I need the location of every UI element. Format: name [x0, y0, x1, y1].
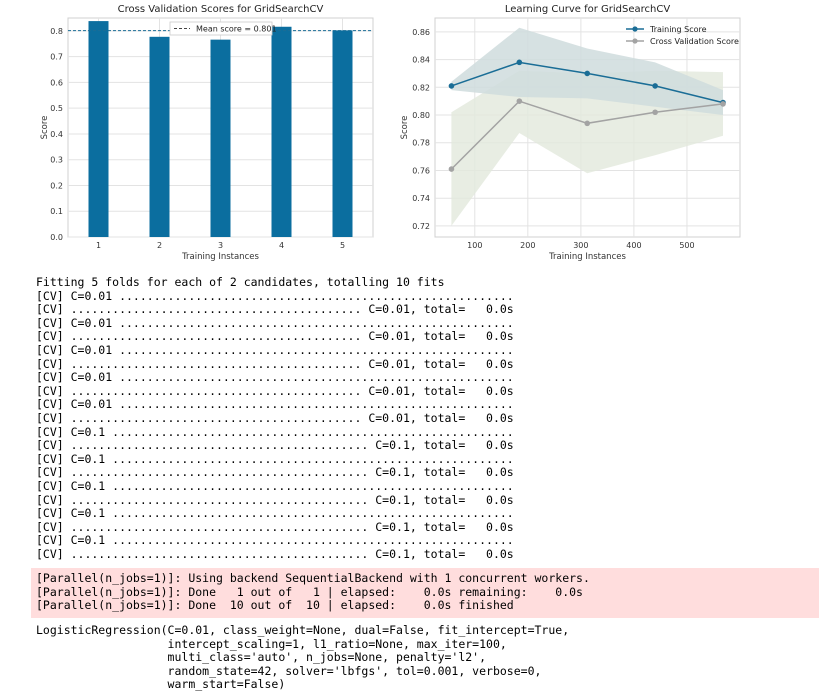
log-line: [CV] ...................................… — [36, 519, 514, 534]
cv-y-tick-label: 0.6 — [50, 78, 63, 87]
log-line: [CV] C=0.1 .............................… — [36, 533, 514, 548]
cv-legend — [169, 21, 273, 36]
lc-y-tick-label: 0.82 — [412, 83, 430, 92]
cv-bar — [332, 30, 353, 237]
cv-scores-chart: 0.0 0.1 0.2 0.3 0.4 0.5 0.6 0.7 0.8 1 2 3 4 5 Mean sco… — [40, 4, 374, 262]
lc-training-point — [448, 83, 455, 89]
cv-y-tick-label: 0.7 — [50, 53, 63, 62]
result-line: intercept_scaling=1, l1_ratio=None, max_… — [36, 636, 507, 651]
cv-y-tick-label: 0.8 — [50, 27, 63, 36]
cv-x-tick-label: 3 — [218, 241, 223, 250]
cv-bar — [149, 36, 170, 238]
log-line: [CV] ...................................… — [36, 438, 514, 453]
cv-y-axis-label: Score — [40, 116, 50, 140]
lc-legend-cv-label: Cross Validation Score — [650, 37, 739, 46]
log-line: [CV] C=0.1 .............................… — [36, 478, 514, 493]
lc-x-tick-label: 100 — [467, 241, 482, 250]
lc-y-tick-label: 0.74 — [412, 194, 430, 203]
log-line: [CV] ...................................… — [36, 329, 514, 344]
lc-y-tick-label: 0.80 — [412, 111, 430, 120]
cv-y-tick-label: 0.0 — [50, 233, 63, 242]
lc-x-tick-label: 500 — [679, 241, 694, 250]
learning-curve-chart: 0.72 0.74 0.76 0.78 0.80 0.82 0.84 0.86 100 200 30… — [400, 4, 741, 262]
cv-x-axis-label: Training Instances — [181, 252, 259, 262]
stderr-line: [Parallel(n_jobs=1)]: Done 1 out of 1 | … — [36, 584, 583, 599]
lc-cv-point — [652, 109, 658, 116]
charts-area: 0.0 0.1 0.2 0.3 0.4 0.5 0.6 0.7 0.8 1 2 3 4 5 Mean sco… — [0, 0, 820, 270]
stderr-output: [Parallel(n_jobs=1)]: Using backend Sequ… — [31, 568, 819, 618]
log-line: [CV] C=0.01 ............................… — [36, 397, 514, 412]
cv-y-tick-label: 0.2 — [50, 181, 63, 190]
lc-x-axis-label: Training Instances — [548, 252, 626, 262]
cv-y-tick-label: 0.4 — [50, 130, 63, 139]
result-line: multi_class='auto', n_jobs=None, penalty… — [36, 650, 487, 665]
cv-x-tick-label: 2 — [157, 241, 162, 250]
stderr-lines: [Parallel(n_jobs=1)]: Using backend Sequ… — [36, 571, 590, 613]
lc-y-tick-label: 0.78 — [412, 139, 430, 148]
log-line: [CV] ...................................… — [36, 356, 514, 371]
model-repr-output: LogisticRegression(C=0.01, class_weight=… — [36, 623, 570, 692]
log-line: [CV] ...................................… — [36, 302, 514, 317]
log-line: [CV] C=0.01 ............................… — [36, 315, 514, 330]
lc-y-tick-label: 0.84 — [412, 56, 430, 65]
log-line: [CV] ...................................… — [36, 546, 514, 561]
lc-legend-cv-marker-icon — [632, 38, 638, 44]
cv-log-output: Fitting 5 folds for each of 2 candidates… — [36, 275, 514, 561]
lc-y-tick-label: 0.76 — [412, 166, 430, 175]
log-line: [CV] ...................................… — [36, 410, 514, 425]
result-line: LogisticRegression(C=0.01, class_weight=… — [36, 623, 570, 637]
lc-x-tick-label: 400 — [626, 241, 641, 250]
log-line: [CV] C=0.1 .............................… — [36, 451, 514, 466]
lc-cv-point — [720, 101, 726, 107]
lc-training-point — [584, 70, 591, 77]
lc-cv-point — [584, 120, 591, 127]
lc-legend-training-label: Training Score — [649, 25, 707, 34]
log-line: [CV] C=0.1 .............................… — [36, 506, 514, 521]
log-line: [CV] ...................................… — [36, 383, 514, 398]
result-line: warm_start=False) — [36, 677, 286, 692]
lc-legend-training-marker-icon — [632, 26, 638, 32]
lc-y-axis-label: Score — [400, 116, 410, 140]
cv-x-tick-label: 4 — [279, 241, 284, 250]
log-line: [CV] ...................................… — [36, 492, 514, 507]
lc-x-tick-label: 300 — [573, 241, 588, 250]
lc-cv-point — [516, 98, 523, 104]
cv-chart-title: Cross Validation Scores for GridSearchCV — [118, 4, 324, 15]
lc-training-point — [516, 59, 523, 66]
lc-cv-point — [448, 166, 455, 172]
cv-legend-label: Mean score = 0.801 — [196, 25, 277, 34]
log-line: [CV] C=0.01 ............................… — [36, 288, 514, 303]
log-line: Fitting 5 folds for each of 2 candidates… — [36, 275, 445, 289]
cv-bar — [210, 39, 231, 238]
stderr-line: [Parallel(n_jobs=1)]: Done 10 out of 10 … — [36, 598, 514, 613]
cv-x-tick-label: 5 — [340, 241, 345, 250]
lc-x-tick-label: 200 — [520, 241, 535, 250]
lc-training-point — [652, 83, 658, 89]
log-line: [CV] C=0.1 .............................… — [36, 424, 514, 439]
log-line: [CV] C=0.01 ............................… — [36, 370, 514, 385]
lc-chart-title: Learning Curve for GridSearchCV — [505, 4, 671, 15]
stderr-line: [Parallel(n_jobs=1)]: Using backend Sequ… — [36, 571, 590, 585]
result-line: random_state=42, solver='lbfgs', tol=0.0… — [36, 663, 542, 678]
cv-y-tick-label: 0.3 — [50, 156, 63, 165]
lc-y-tick-label: 0.86 — [412, 28, 430, 37]
log-line: [CV] C=0.01 ............................… — [36, 342, 514, 357]
log-line: [CV] ...................................… — [36, 465, 514, 480]
cv-bar — [271, 26, 292, 238]
lc-y-tick-label: 0.72 — [412, 222, 430, 231]
cv-bar — [88, 21, 109, 237]
cv-y-tick-label: 0.1 — [50, 207, 63, 216]
cv-x-tick-label: 1 — [96, 241, 101, 250]
cv-y-tick-label: 0.5 — [50, 104, 63, 113]
